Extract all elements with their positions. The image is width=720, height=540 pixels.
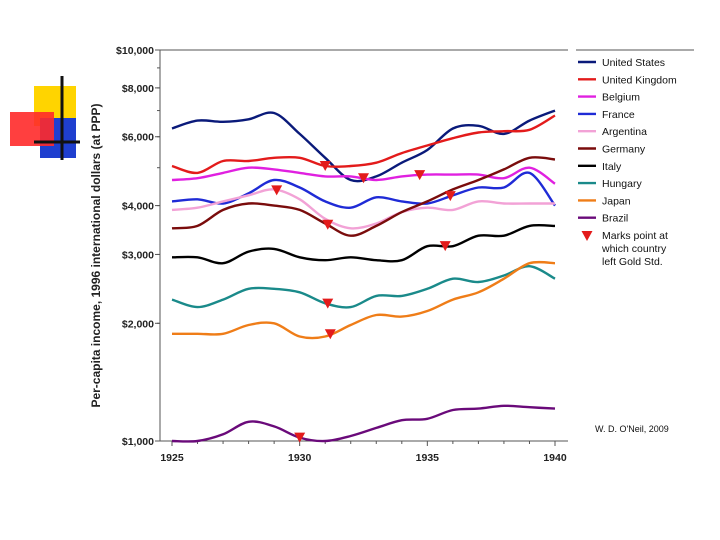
axes: $1,000 $2,000 $3,000 $4,000 $6,000 $8,000 $10,… [116, 45, 694, 464]
x-tick-label: 1940 [543, 452, 567, 464]
series-line-united-kingdom [171, 114, 556, 175]
y-tick-label: $4,000 [122, 201, 154, 213]
y-tick-label: $10,000 [116, 45, 154, 57]
legend-label-japan: Japan [602, 195, 631, 207]
series-line-brazil [171, 404, 556, 443]
legend-gold-marker-label: left Gold Std. [602, 256, 663, 268]
series-lines [171, 109, 556, 443]
legend-gold-marker-label: which country [601, 243, 667, 255]
series-line-hungary [171, 264, 556, 309]
series-line-germany [171, 156, 556, 237]
x-tick-label: 1930 [288, 452, 312, 464]
legend-label-hungary: Hungary [602, 178, 642, 190]
legend-gold-marker-label: Marks point at [602, 230, 668, 242]
series-line-japan [171, 260, 556, 340]
x-tick-label: 1925 [160, 452, 184, 464]
y-tick-label: $8,000 [122, 83, 154, 95]
credit-text: W. D. O'Neil, 2009 [595, 424, 669, 434]
legend: United States United Kingdom Belgium France… [578, 57, 677, 268]
legend-label-belgium: Belgium [602, 92, 640, 104]
y-axis-label: Per-capita income, 1996 international do… [89, 103, 103, 407]
series-line-argentina [171, 188, 555, 230]
y-tick-label: $2,000 [122, 318, 154, 330]
gold-exit-marks [271, 161, 456, 443]
gold-exit-mark-belgium [414, 170, 426, 181]
gold-exit-mark-united-states [358, 173, 369, 184]
gold-exit-mark-germany [322, 219, 334, 230]
legend-label-italy: Italy [602, 161, 622, 173]
gold-exit-mark-brazil [294, 432, 306, 443]
legend-label-germany: Germany [602, 144, 646, 156]
y-tick-label: $6,000 [122, 132, 154, 144]
gold-exit-mark-italy [439, 241, 451, 252]
deco-red-square [10, 112, 54, 146]
legend-gold-marker-icon [581, 231, 593, 241]
legend-label-united-states: United States [602, 57, 665, 69]
series-line-italy [171, 223, 556, 265]
legend-label-united-kingdom: United Kingdom [602, 74, 677, 86]
gold-exit-mark-hungary [322, 298, 334, 309]
x-tick-label: 1935 [416, 452, 440, 464]
gold-exit-mark-france [444, 191, 456, 202]
y-tick-label: $1,000 [122, 436, 154, 448]
corner-decoration [10, 76, 80, 160]
y-tick-label: $3,000 [122, 249, 154, 261]
legend-label-france: France [602, 109, 635, 121]
legend-label-argentina: Argentina [602, 126, 647, 138]
gold-exit-mark-argentina [271, 185, 283, 196]
gold-exit-mark-united-kingdom [319, 161, 331, 172]
gold-exit-mark-japan [324, 329, 336, 340]
legend-label-brazil: Brazil [602, 213, 628, 225]
